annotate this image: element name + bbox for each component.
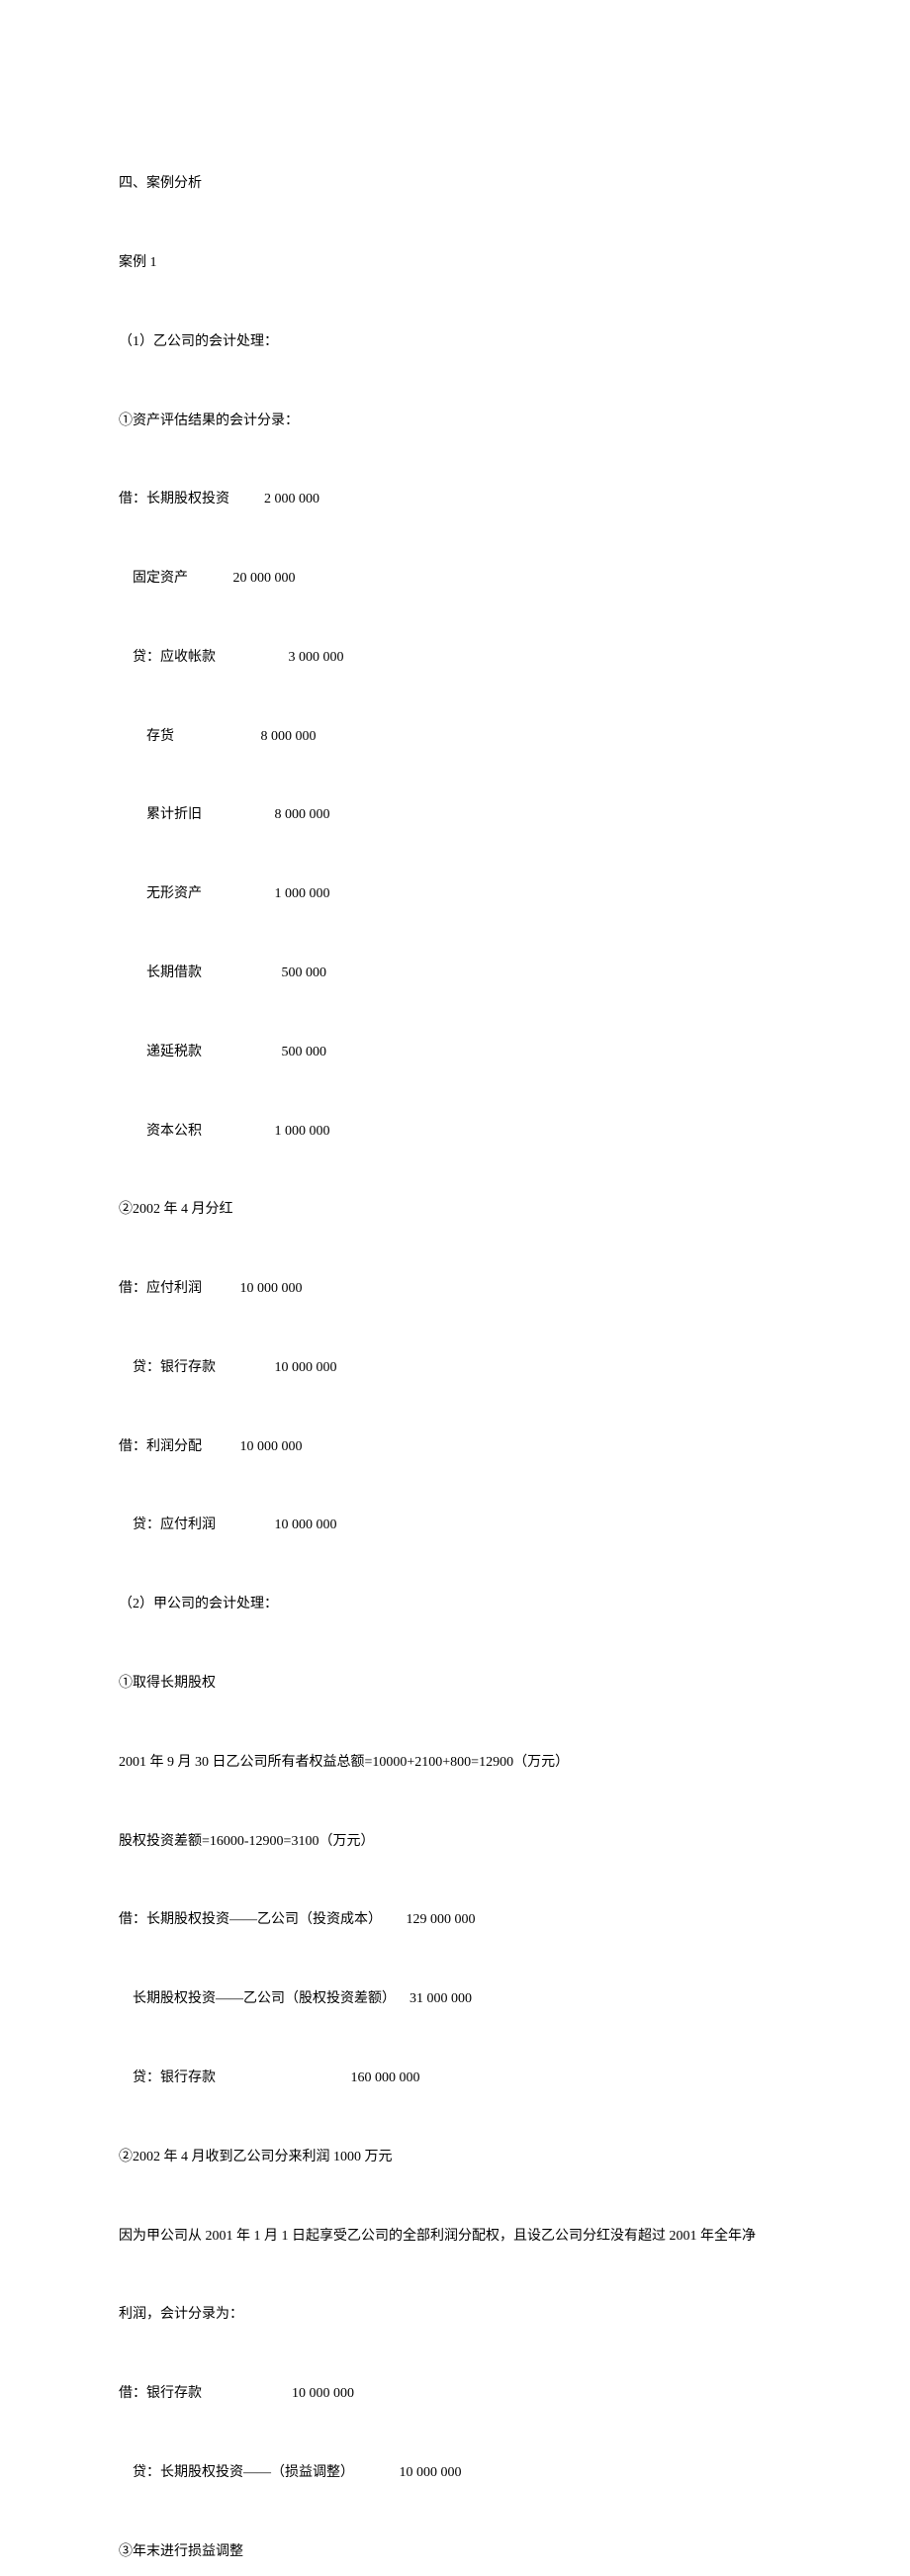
text-line: 借：银行存款 10 000 000 bbox=[119, 2381, 791, 2408]
text-line: 2001 年 9 月 30 日乙公司所有者权益总额=10000+2100+800… bbox=[119, 1750, 791, 1777]
text-line: 案例 1 bbox=[119, 250, 791, 277]
text-line: 借：长期股权投资——乙公司（投资成本） 129 000 000 bbox=[119, 1907, 791, 1934]
text-line: 四、案例分析 bbox=[119, 171, 791, 198]
text-line: 贷：应收帐款 3 000 000 bbox=[119, 645, 791, 672]
text-line: 因为甲公司从 2001 年 1 月 1 日起享受乙公司的全部利润分配权，且设乙公… bbox=[119, 2224, 791, 2251]
text-line: 借：应付利润 10 000 000 bbox=[119, 1276, 791, 1303]
text-line: 利润，会计分录为： bbox=[119, 2302, 791, 2329]
text-line: 递延税款 500 000 bbox=[119, 1040, 791, 1066]
document-content: 四、案例分析 案例 1 （1）乙公司的会计处理： ①资产评估结果的会计分录： 借… bbox=[119, 119, 791, 2576]
text-line: 固定资产 20 000 000 bbox=[119, 566, 791, 593]
text-line: （2）甲公司的会计处理： bbox=[119, 1592, 791, 1618]
text-line: 贷：银行存款 160 000 000 bbox=[119, 2066, 791, 2092]
text-line: 贷：应付利润 10 000 000 bbox=[119, 1513, 791, 1539]
text-line: 长期股权投资——乙公司（股权投资差额） 31 000 000 bbox=[119, 1986, 791, 2013]
text-line: ②2002 年 4 月收到乙公司分来利润 1000 万元 bbox=[119, 2145, 791, 2171]
text-line: 贷：银行存款 10 000 000 bbox=[119, 1355, 791, 1382]
text-line: ①资产评估结果的会计分录： bbox=[119, 409, 791, 435]
text-line: 无形资产 1 000 000 bbox=[119, 881, 791, 908]
text-line: 累计折旧 8 000 000 bbox=[119, 802, 791, 829]
text-line: 借：利润分配 10 000 000 bbox=[119, 1434, 791, 1461]
text-line: 存货 8 000 000 bbox=[119, 724, 791, 751]
text-line: 股权投资差额=16000-12900=3100（万元） bbox=[119, 1829, 791, 1856]
text-line: （1）乙公司的会计处理： bbox=[119, 329, 791, 356]
text-line: ③年末进行损益调整 bbox=[119, 2539, 791, 2566]
text-line: 资本公积 1 000 000 bbox=[119, 1119, 791, 1146]
text-line: 贷：长期股权投资——（损益调整） 10 000 000 bbox=[119, 2460, 791, 2487]
text-line: ①取得长期股权 bbox=[119, 1671, 791, 1698]
text-line: 长期借款 500 000 bbox=[119, 961, 791, 987]
text-line: 借：长期股权投资 2 000 000 bbox=[119, 487, 791, 513]
text-line: ②2002 年 4 月分红 bbox=[119, 1197, 791, 1224]
